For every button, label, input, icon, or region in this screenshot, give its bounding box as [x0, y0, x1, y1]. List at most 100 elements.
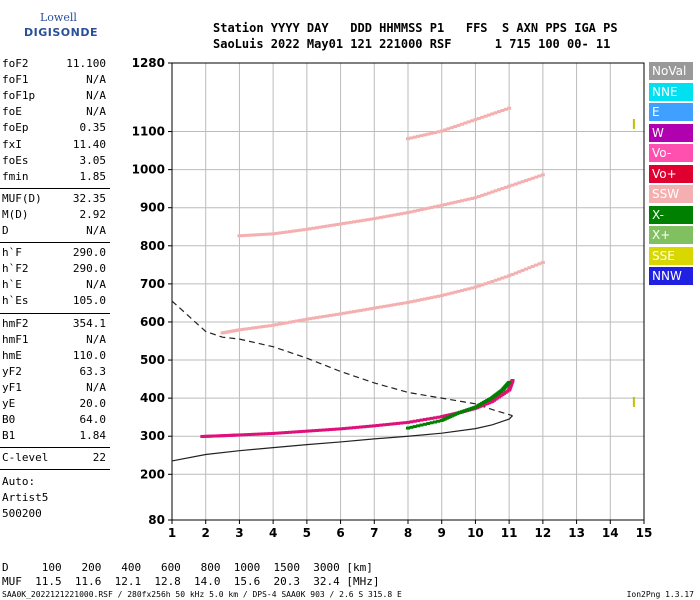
- trace-point-3rd-hop: [274, 231, 279, 235]
- param-name: h`F: [2, 246, 22, 260]
- trace-point-3rd-hop: [294, 229, 299, 233]
- trace-point-2nd-hop: [530, 264, 535, 268]
- trace-point-o-trace: [216, 434, 221, 438]
- legend-item-nne: NNE: [649, 82, 693, 101]
- trace-point-o-trace: [244, 433, 249, 437]
- param-value: 1.84: [79, 429, 107, 443]
- trace-point-2nd-hop: [446, 292, 451, 296]
- trace-point-3rd-hop: [537, 174, 542, 178]
- trace-point-2nd-hop: [244, 327, 249, 331]
- trace-point-o-trace: [254, 432, 259, 436]
- x-tick-label: 14: [602, 526, 619, 540]
- trace-point-3rd-hop: [392, 213, 397, 217]
- trace-point-3rd-hop: [385, 214, 390, 218]
- electron-density-profile: [171, 415, 513, 462]
- trace-point-3rd-hop: [257, 233, 262, 237]
- trace-point-2nd-hop: [476, 284, 481, 288]
- param-value: 0.35: [79, 121, 107, 135]
- trace-point-2nd-hop: [352, 310, 357, 314]
- param-name: yF2: [2, 364, 22, 378]
- trace-point-2nd-hop: [537, 262, 542, 266]
- trace-point-o-trace: [392, 422, 397, 426]
- param-value: 64.0: [79, 413, 107, 427]
- trace-point-o-trace: [358, 425, 363, 429]
- trace-point-2nd-hop: [304, 317, 309, 321]
- y-tick-label: 700: [140, 277, 165, 291]
- legend-item-w: W: [649, 123, 693, 142]
- param-row: yF2 63.3: [0, 364, 110, 380]
- trace-point-3rd-hop: [308, 227, 313, 231]
- trace-point-4th-hop: [466, 120, 471, 124]
- trace-point-4th-hop: [429, 131, 434, 135]
- param-name: hmF2: [2, 316, 29, 330]
- trace-point-3rd-hop: [510, 183, 515, 187]
- param-name: foEs: [2, 153, 29, 167]
- param-name: yF1: [2, 380, 22, 394]
- trace-point-o-trace: [288, 430, 292, 434]
- trace-point-x-trace: [416, 424, 421, 428]
- trace-point-3rd-hop: [473, 196, 478, 200]
- trace-point-2nd-hop: [240, 327, 245, 331]
- trace-point-3rd-hop: [409, 210, 414, 214]
- trace-point-2nd-hop: [503, 275, 508, 279]
- trace-point-4th-hop: [463, 121, 468, 125]
- trace-point-3rd-hop: [399, 212, 404, 216]
- param-value: 63.3: [79, 364, 107, 378]
- trace-point-2nd-hop: [436, 294, 441, 298]
- trace-point-2nd-hop: [348, 310, 353, 314]
- trace-point-3rd-hop: [345, 221, 350, 225]
- param-row: foEp 0.35: [0, 120, 110, 136]
- trace-point-2nd-hop: [382, 304, 387, 308]
- trace-point-x-trace: [432, 420, 437, 424]
- trace-point-3rd-hop: [291, 229, 296, 233]
- autoscale-line2: Artist5: [2, 491, 49, 505]
- trace-point-3rd-hop: [443, 203, 448, 207]
- param-name: MUF(D): [2, 191, 42, 205]
- trace-point-4th-hop: [483, 114, 488, 118]
- x-tick-label: 6: [336, 526, 344, 540]
- trace-point-o-trace: [389, 422, 394, 426]
- y-tick-label: 80: [148, 513, 165, 527]
- trace-point-o-trace: [335, 427, 340, 431]
- trace-point-o-trace: [274, 431, 279, 435]
- trace-point-3rd-hop: [288, 230, 292, 234]
- trace-point-3rd-hop: [406, 211, 410, 215]
- trace-point-2nd-hop: [335, 312, 340, 316]
- trace-point-3rd-hop: [459, 199, 464, 203]
- trace-point-3rd-hop: [338, 222, 343, 226]
- trace-point-o-trace: [281, 431, 286, 435]
- trace-point-o-trace: [375, 423, 380, 427]
- trace-point-2nd-hop: [399, 302, 404, 306]
- trace-point-2nd-hop: [429, 296, 434, 300]
- trace-point-2nd-hop: [395, 302, 400, 306]
- trace-point-2nd-hop: [321, 315, 326, 319]
- param-row: M(D) 2.92: [0, 207, 110, 223]
- marker-point: [632, 396, 635, 407]
- trace-point-x-trace: [412, 425, 417, 429]
- trace-point-o-trace: [204, 434, 209, 438]
- trace-point-o-trace: [379, 423, 384, 427]
- trace-point-3rd-hop: [314, 226, 319, 230]
- param-row: MUF(D) 32.35: [0, 191, 110, 207]
- trace-point-2nd-hop: [355, 309, 360, 313]
- trace-point-3rd-hop: [240, 234, 245, 238]
- trace-point-2nd-hop: [291, 320, 296, 324]
- trace-point-2nd-hop: [412, 299, 417, 303]
- trace-point-3rd-hop: [244, 233, 249, 237]
- y-tick-label: 1000: [132, 163, 165, 177]
- trace-point-4th-hop: [470, 119, 475, 123]
- trace-point-o-trace: [271, 431, 276, 435]
- param-row: B0 64.0: [0, 412, 110, 428]
- trace-point-2nd-hop: [247, 326, 252, 330]
- trace-point-2nd-hop: [294, 319, 299, 323]
- logo-line2: DIGISONDE: [24, 26, 98, 39]
- param-name: M(D): [2, 207, 29, 221]
- trace-point-o-trace: [385, 422, 390, 426]
- param-row: B1 1.84: [0, 428, 110, 444]
- trace-point-2nd-hop: [267, 324, 272, 328]
- param-name: fmin: [2, 169, 29, 183]
- y-tick-label: 600: [140, 315, 165, 329]
- trace-point-2nd-hop: [534, 263, 539, 267]
- x-tick-label: 11: [501, 526, 518, 540]
- trace-point-2nd-hop: [527, 266, 532, 270]
